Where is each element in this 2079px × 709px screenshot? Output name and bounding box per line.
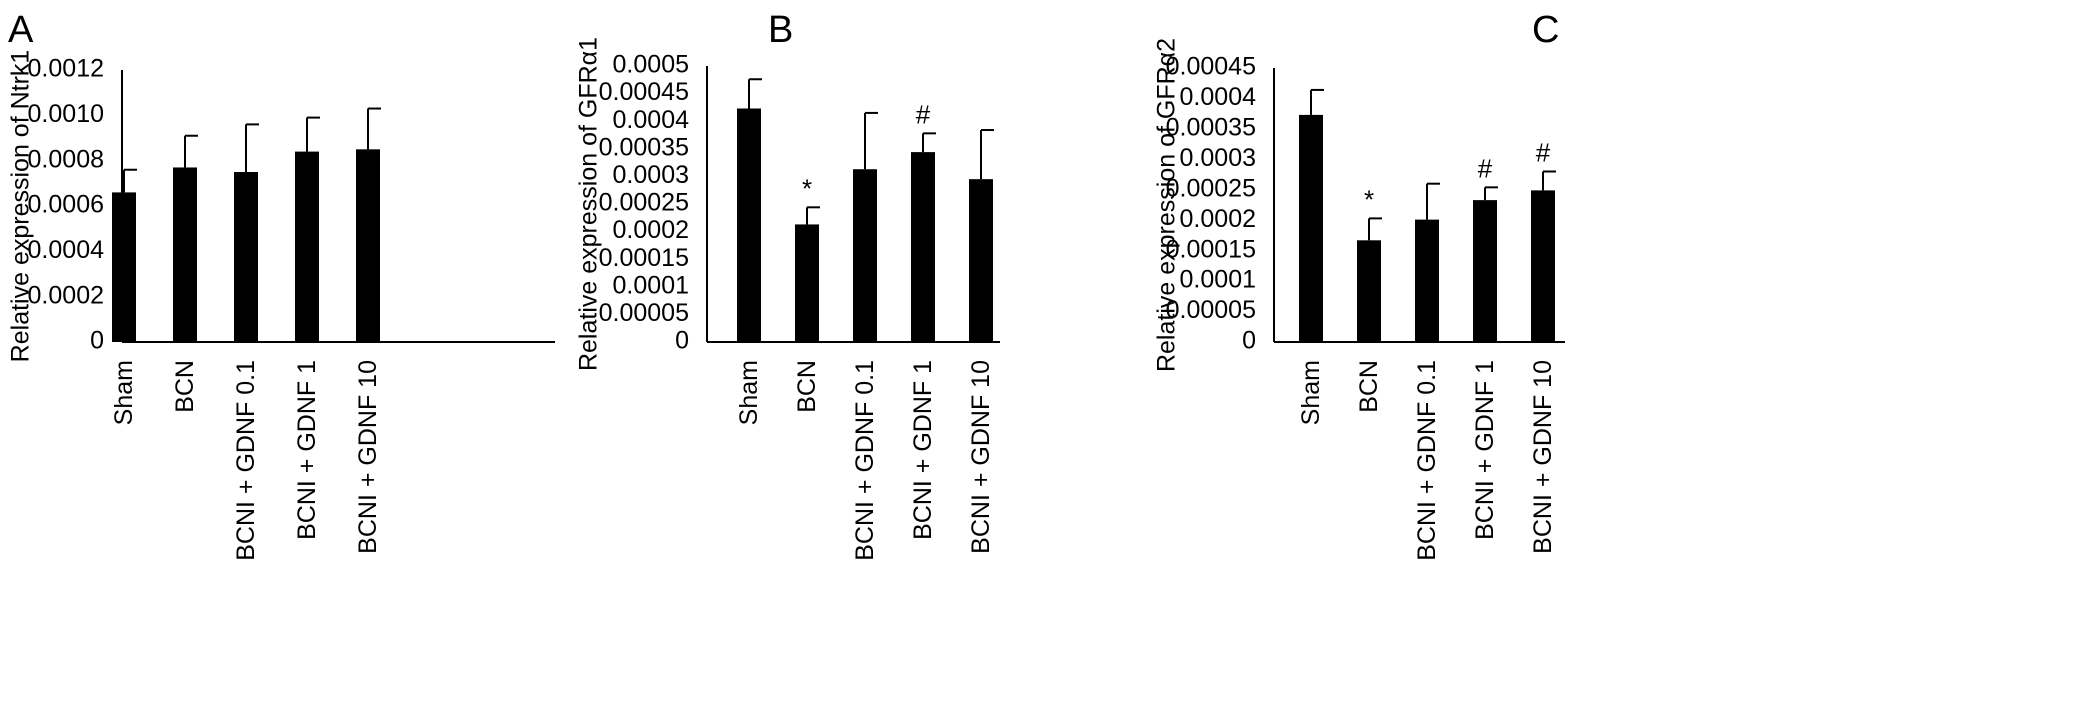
y-tick-label: 0.00035 bbox=[599, 133, 689, 161]
y-tick-label: 0.0004 bbox=[613, 106, 690, 134]
x-tick-label: Sham bbox=[1297, 360, 1325, 425]
y-axis-label: Relative expression of GFRα2 bbox=[1153, 38, 1181, 372]
y-tick-label: 0.0010 bbox=[28, 100, 104, 128]
x-tick-label: BCNI + GDNF 10 bbox=[1529, 360, 1557, 554]
y-tick-label: 0.0003 bbox=[1180, 144, 1256, 172]
y-tick-label: 0.00045 bbox=[599, 78, 689, 106]
y-tick-label: 0.00005 bbox=[1166, 296, 1256, 324]
x-tick-label: BCNI + GDNF 0.1 bbox=[1413, 360, 1441, 561]
y-tick-label: 0 bbox=[675, 327, 689, 355]
bar bbox=[234, 172, 258, 342]
y-tick-label: 0.00005 bbox=[599, 299, 689, 327]
x-tick-label: Sham bbox=[110, 360, 138, 425]
bar bbox=[1531, 190, 1555, 342]
y-tick-label: 0.0004 bbox=[1180, 83, 1257, 111]
x-tick-label: BCN bbox=[171, 360, 199, 413]
x-tick-label: BCN bbox=[1355, 360, 1383, 413]
significance-marker: * bbox=[1364, 184, 1374, 214]
x-tick-label: BCNI + GDNF 1 bbox=[909, 360, 937, 540]
y-tick-label: 0.0005 bbox=[613, 51, 689, 79]
y-axis-label: Relative expression of GFRα1 bbox=[575, 37, 603, 371]
y-tick-label: 0.0002 bbox=[1180, 205, 1256, 233]
x-tick-label: BCNI + GDNF 0.1 bbox=[232, 360, 260, 561]
y-tick-label: 0 bbox=[1242, 327, 1256, 355]
bar bbox=[1357, 240, 1381, 342]
y-tick-label: 0.0001 bbox=[1180, 266, 1256, 294]
x-tick-label: BCNI + GDNF 10 bbox=[354, 360, 382, 554]
y-tick-label: 0.00025 bbox=[1166, 174, 1256, 202]
panel-letter: B bbox=[768, 9, 793, 51]
x-tick-label: BCNI + GDNF 1 bbox=[1471, 360, 1499, 540]
x-tick-label: BCNI + GDNF 1 bbox=[293, 360, 321, 540]
bar bbox=[295, 151, 319, 342]
x-tick-label: BCNI + GDNF 0.1 bbox=[851, 360, 879, 561]
y-tick-label: 0.0006 bbox=[28, 191, 104, 219]
bar bbox=[356, 149, 380, 342]
y-tick-label: 0.0012 bbox=[28, 55, 104, 83]
y-tick-label: 0.00045 bbox=[1166, 53, 1256, 81]
y-tick-label: 0.00035 bbox=[1166, 113, 1256, 141]
significance-marker: # bbox=[1536, 138, 1551, 168]
bar bbox=[911, 152, 935, 342]
y-tick-label: 0.0001 bbox=[613, 271, 689, 299]
bar bbox=[1473, 200, 1497, 342]
significance-marker: # bbox=[916, 99, 931, 129]
bar bbox=[853, 169, 877, 342]
x-tick-label: BCNI + GDNF 10 bbox=[967, 360, 995, 554]
panel-letter: A bbox=[8, 9, 34, 51]
bar bbox=[1299, 114, 1323, 342]
y-tick-label: 0.00025 bbox=[599, 189, 689, 217]
significance-marker: # bbox=[1478, 153, 1493, 183]
significance-marker: * bbox=[802, 173, 812, 203]
panel-letter: C bbox=[1532, 9, 1559, 51]
bar bbox=[795, 224, 819, 342]
y-tick-label: 0.0002 bbox=[613, 216, 689, 244]
y-tick-label: 0.0004 bbox=[28, 236, 105, 264]
bar bbox=[1415, 219, 1439, 342]
bar bbox=[969, 179, 993, 342]
y-tick-label: 0 bbox=[90, 327, 104, 355]
bar bbox=[737, 108, 761, 342]
y-tick-label: 0.00015 bbox=[599, 244, 689, 272]
y-tick-label: 0.0008 bbox=[28, 145, 104, 173]
bar bbox=[112, 192, 136, 342]
x-tick-label: Sham bbox=[735, 360, 763, 425]
y-axis-label: Relative expression of Ntrk1 bbox=[7, 50, 35, 363]
x-tick-label: BCN bbox=[793, 360, 821, 413]
y-tick-label: 0.0002 bbox=[28, 281, 104, 309]
bar bbox=[173, 167, 197, 342]
y-tick-label: 0.0003 bbox=[613, 161, 689, 189]
y-tick-label: 0.00015 bbox=[1166, 235, 1256, 263]
